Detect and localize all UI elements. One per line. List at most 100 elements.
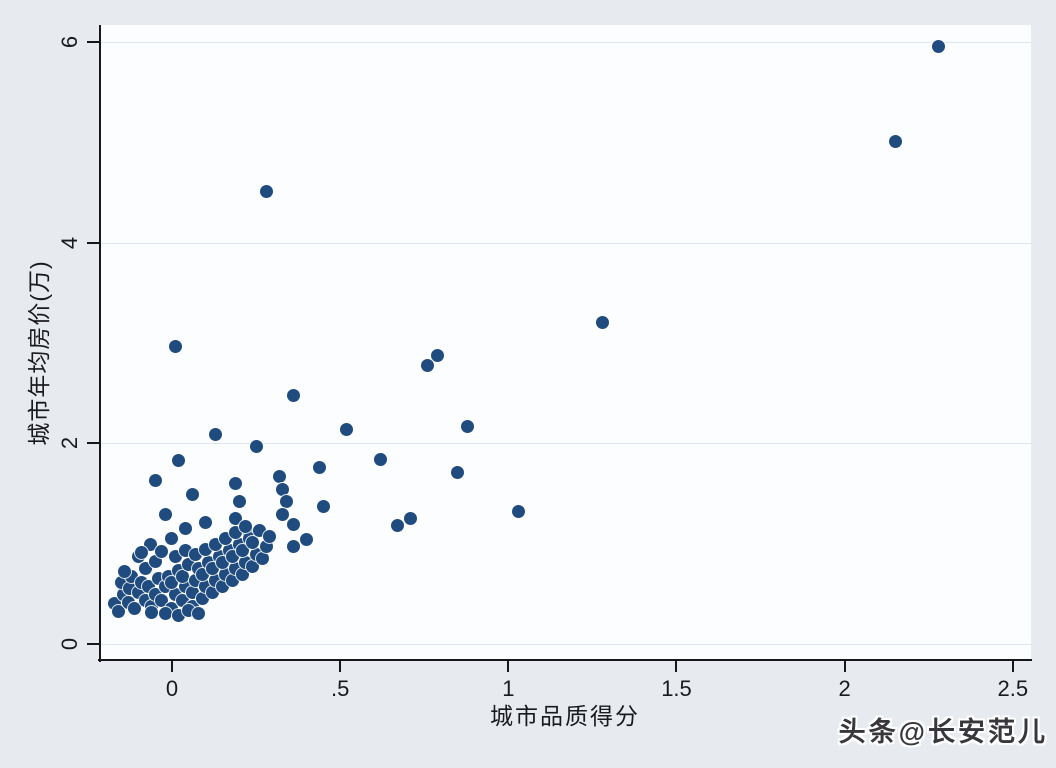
scatter-point [932, 39, 946, 53]
scatter-point [229, 526, 243, 540]
scatter-point [165, 532, 179, 546]
scatter-point [172, 453, 186, 467]
scatter-point [232, 495, 246, 508]
scatter-point [249, 439, 263, 453]
x-tick-label: 0 [165, 676, 179, 701]
x-axis-title: 城市品质得分 [490, 703, 640, 729]
scatter-point [111, 605, 125, 619]
y-gridline [100, 443, 1031, 445]
y-tick-mark [87, 241, 99, 244]
scatter-point [286, 518, 300, 532]
scatter-point [286, 388, 300, 402]
scatter-point [461, 419, 475, 433]
scatter-point [286, 540, 300, 554]
scatter-point [511, 505, 525, 519]
scatter-point [279, 495, 293, 508]
scatter-point [229, 512, 243, 526]
scatter-point [138, 562, 152, 576]
x-tick-label: .5 [330, 676, 350, 701]
x-tick-mark [1011, 661, 1014, 672]
scatter-point [168, 550, 182, 564]
scatter-point [182, 604, 196, 618]
scatter-point [185, 586, 199, 600]
x-axis-line [98, 659, 1032, 661]
scatter-point [168, 339, 182, 353]
y-tick-label-text: 6 [57, 35, 82, 49]
scatter-point [199, 543, 213, 557]
scatter-point [431, 348, 445, 362]
scatter-point [451, 465, 465, 479]
y-tick-label-text: 2 [57, 437, 82, 450]
scatter-point [300, 533, 313, 547]
y-tick-mark [87, 41, 99, 44]
y-gridline [100, 643, 1031, 645]
scatter-point [276, 508, 290, 522]
scatter-point [155, 594, 169, 608]
y-gridline [100, 42, 1031, 44]
scatter-point [374, 452, 387, 466]
scatter-point [246, 536, 260, 550]
watermark-text: 头条@长安范儿 [838, 717, 1048, 747]
scatter-point [118, 565, 132, 579]
scatter-point [263, 530, 277, 544]
scatter-point [236, 568, 250, 582]
scatter-point [276, 482, 290, 496]
scatter-point [252, 524, 266, 538]
x-tick-mark [339, 661, 342, 672]
scatter-point [145, 606, 159, 620]
scatter-point [192, 607, 206, 621]
scatter-point [316, 500, 330, 514]
scatter-point [209, 427, 223, 441]
x-tick-label: 1 [502, 676, 515, 701]
scatter-point [246, 560, 260, 574]
scatter-point [239, 520, 253, 534]
scatter-point [175, 594, 189, 608]
x-tick-mark [675, 661, 678, 672]
x-tick-label: 2.5 [997, 676, 1029, 701]
scatter-point [178, 522, 192, 536]
x-tick-mark [170, 661, 173, 672]
scatter-point [178, 544, 192, 558]
scatter-point [215, 556, 229, 570]
scatter-point [226, 574, 240, 588]
scatter-point [165, 576, 179, 590]
scatter-point [888, 134, 902, 148]
scatter-point [195, 568, 209, 582]
scatter-point [313, 460, 327, 474]
scatter-point [128, 602, 142, 616]
y-axis-title-text: 城市年均房价(万) [26, 260, 52, 446]
scatter-point [421, 358, 435, 372]
scatter-point [215, 580, 229, 594]
scatter-point [175, 570, 189, 584]
scatter-point [256, 552, 270, 566]
scatter-point [182, 558, 196, 572]
scatter-point [189, 548, 203, 562]
scatter-point [199, 516, 213, 530]
x-tick-label: 1.5 [661, 676, 692, 701]
scatter-point [259, 540, 273, 554]
scatter-point [209, 538, 223, 552]
y-gridline [100, 242, 1031, 244]
scatter-point [229, 476, 243, 490]
y-tick-label-text: 0 [57, 637, 82, 651]
scatter-point [340, 422, 354, 436]
scatter-point [390, 519, 404, 533]
x-tick-mark [843, 661, 846, 672]
scatter-point [185, 487, 199, 501]
y-axis-line [99, 25, 101, 662]
scatter-point [226, 550, 240, 564]
scatter-point [148, 555, 162, 569]
scatter-point [404, 512, 418, 526]
scatter-point [273, 469, 287, 483]
scatter-point [158, 508, 172, 522]
scatter-point [158, 607, 172, 621]
y-tick-mark [87, 442, 99, 445]
x-tick-label: 2 [838, 676, 851, 701]
scatter-point [148, 473, 162, 487]
scatter-point [219, 532, 233, 546]
scatter-point [155, 545, 169, 559]
scatter-point [205, 562, 219, 576]
scatter-point [595, 316, 609, 330]
x-tick-mark [507, 661, 510, 672]
